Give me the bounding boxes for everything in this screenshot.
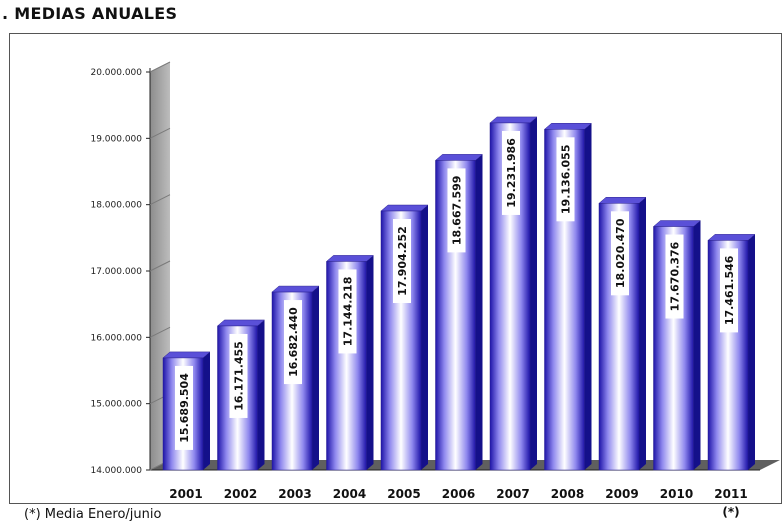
bar-top	[434, 154, 484, 161]
y-tick-label: 20.000.000	[90, 68, 142, 78]
bar-top	[598, 197, 647, 204]
bar-top	[380, 204, 429, 212]
x-tick-label: 2001	[169, 487, 202, 501]
x-tick-label: 2009	[605, 487, 638, 501]
x-tick-label: 2004	[333, 487, 366, 501]
bar-top	[707, 234, 756, 241]
wall-gridline	[149, 194, 171, 206]
value-label: 16.171.455	[233, 341, 246, 411]
value-label: 16.682.440	[287, 307, 300, 377]
x-tick-label: 2002	[224, 487, 257, 501]
wall-gridline	[149, 61, 171, 73]
bar-side	[203, 351, 210, 470]
x-tick-note: (*)	[722, 505, 739, 519]
value-label: 17.461.546	[723, 255, 736, 325]
bar-side	[584, 123, 592, 470]
value-label-box	[720, 248, 738, 333]
value-label: 18.020.470	[614, 218, 627, 288]
value-label: 17.904.252	[396, 226, 409, 296]
value-label-box	[229, 333, 248, 418]
bar-side	[421, 205, 428, 470]
bar-top	[162, 351, 211, 359]
bar-top	[652, 220, 702, 227]
value-label-box	[665, 234, 684, 319]
y-tick-label: 18.000.000	[90, 201, 142, 211]
value-label-box	[338, 269, 357, 354]
bar-side	[475, 154, 483, 470]
bar-side	[312, 286, 319, 470]
bar-top	[489, 116, 538, 124]
y-tick-label: 16.000.000	[90, 333, 142, 343]
value-label-box	[556, 137, 575, 222]
value-label: 15.689.504	[178, 373, 191, 443]
y-tick-label: 14.000.000	[90, 466, 142, 476]
bar-top	[325, 255, 375, 262]
value-label-box	[447, 168, 466, 253]
bar-side	[748, 234, 755, 470]
value-label: 18.667.599	[451, 176, 464, 246]
value-label: 17.670.376	[669, 241, 682, 311]
y-tick-label: 19.000.000	[90, 134, 142, 144]
bar-top	[216, 319, 266, 327]
bar-side	[693, 220, 701, 470]
value-label: 19.231.986	[505, 138, 518, 208]
y-tick-label: 17.000.000	[90, 267, 142, 277]
wall-gridline	[149, 260, 171, 272]
x-tick-label: 2003	[278, 487, 311, 501]
x-tick-label: 2010	[660, 487, 693, 501]
footnote: (*) Media Enero/junio	[24, 507, 162, 522]
bar-side	[530, 116, 537, 470]
value-label-box	[175, 365, 193, 450]
value-label-box	[502, 130, 520, 215]
wall-gridline	[149, 127, 171, 139]
bar-top	[271, 285, 320, 293]
wall-gridline	[149, 326, 171, 338]
bar-side	[257, 319, 265, 470]
value-label-box	[284, 300, 302, 385]
x-tick-label: 2007	[496, 487, 529, 501]
bar-side	[366, 255, 374, 470]
x-tick-label: 2008	[551, 487, 584, 501]
x-tick-label: 2005	[387, 487, 420, 501]
chart-heading: . MEDIAS ANUALES	[2, 4, 178, 23]
value-label-box	[611, 211, 629, 296]
x-tick-label: 2006	[442, 487, 475, 501]
bar-side	[639, 197, 646, 470]
value-label: 17.144.218	[342, 277, 355, 347]
x-tick-label: 2011	[714, 487, 747, 501]
y-tick-label: 15.000.000	[90, 400, 142, 410]
value-label: 19.136.055	[560, 145, 573, 215]
value-label-box	[393, 219, 411, 304]
bar-top	[543, 123, 593, 130]
